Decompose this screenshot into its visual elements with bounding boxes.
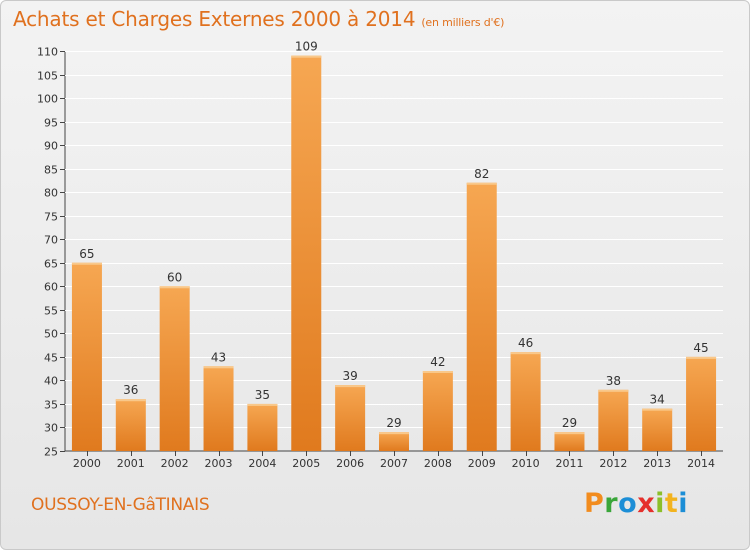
y-axis-ticks: 25 30 35 40 45 50 55 60 65 70 75 80 85 90 95 100 105 110	[37, 46, 65, 459]
bar-highlight-2010	[510, 352, 541, 355]
bar-highlight-2011	[554, 432, 585, 435]
bar-2011	[554, 432, 585, 451]
value-label-2006: 39	[342, 369, 357, 383]
y-tick-label: 80	[44, 187, 58, 200]
bar-2010	[510, 352, 541, 451]
value-label-2008: 42	[430, 355, 445, 369]
bar-highlight-2014	[686, 356, 717, 359]
y-tick-label: 90	[44, 140, 58, 153]
y-tick-label: 100	[37, 93, 58, 106]
y-tick-label: 25	[44, 446, 58, 459]
y-tick-label: 70	[44, 234, 58, 247]
bar-highlight-2002	[159, 286, 190, 289]
value-label-2004: 35	[255, 388, 270, 402]
y-tick-label: 30	[44, 422, 58, 435]
x-tick-label-2008: 2008	[424, 457, 452, 470]
x-tick-label-2010: 2010	[512, 457, 540, 470]
brand-letter: t	[664, 488, 679, 519]
bar-highlight-2005	[291, 55, 322, 58]
y-tick-label: 75	[44, 211, 58, 224]
title-text: Achats et Charges Externes 2000 à 2014	[13, 7, 416, 31]
y-tick-label: 35	[44, 399, 58, 412]
bar-highlight-2006	[335, 385, 366, 388]
value-label-2013: 34	[650, 393, 665, 407]
bar-2007	[379, 432, 409, 451]
chart-title: Achats et Charges Externes 2000 à 2014 (e…	[13, 7, 504, 31]
bar-highlight-2000	[71, 262, 102, 265]
x-tick-label-2011: 2011	[555, 457, 583, 470]
bar-2014	[686, 356, 717, 451]
value-label-2007: 29	[386, 416, 401, 430]
proxiti-logo: Proxiti	[584, 488, 688, 519]
x-tick-label-2003: 2003	[205, 457, 233, 470]
x-tick-label-2014: 2014	[687, 457, 715, 470]
x-tick-label-2004: 2004	[248, 457, 276, 470]
x-tick-label-2002: 2002	[161, 457, 189, 470]
bar-highlight-2008	[422, 371, 453, 373]
value-label-2000: 65	[79, 247, 94, 261]
x-tick-label-2006: 2006	[336, 457, 364, 470]
y-tick-label: 45	[44, 352, 58, 365]
y-tick-label: 40	[44, 375, 58, 388]
x-tick-label-2009: 2009	[468, 457, 496, 470]
value-label-2011: 29	[562, 416, 577, 430]
bar-highlight-2012	[598, 389, 629, 392]
x-tick-label-2013: 2013	[643, 457, 671, 470]
value-label-2014: 45	[693, 341, 708, 355]
value-label-2012: 38	[606, 374, 621, 388]
grid-layer	[64, 51, 723, 452]
brand-letter: r	[604, 488, 619, 519]
title-unit: (en milliers d'€)	[421, 16, 505, 29]
x-axis-ticks: 2000 2001 2002 2003 2004 2005 2006 2007 2008 2009…	[73, 451, 715, 470]
brand-letter: o	[618, 488, 638, 519]
y-tick-label: 110	[37, 46, 58, 59]
x-tick-label-2007: 2007	[380, 457, 408, 470]
bar-highlight-2009	[466, 182, 497, 185]
x-tick-label-2012: 2012	[599, 457, 627, 470]
value-label-2003: 43	[211, 350, 226, 364]
brand-letter: i	[655, 488, 665, 519]
bar-2009	[466, 182, 497, 451]
bar-2013	[642, 408, 673, 451]
bar-2002	[159, 286, 190, 451]
bar-highlight-2013	[642, 408, 673, 411]
y-tick-label: 95	[44, 117, 58, 130]
x-tick-label-2000: 2000	[73, 457, 101, 470]
bar-2001	[115, 399, 146, 451]
bar-highlight-2001	[115, 399, 146, 402]
value-label-2005: 109	[295, 40, 318, 54]
y-tick-label: 65	[44, 258, 58, 271]
brand-letter: P	[584, 488, 605, 519]
brand-letter: x	[637, 488, 656, 519]
bar-2004	[247, 403, 278, 451]
bar-2003	[203, 366, 234, 451]
x-tick-label-2005: 2005	[292, 457, 320, 470]
y-tick-label: 50	[44, 328, 58, 341]
y-tick-label: 60	[44, 281, 58, 294]
y-tick-label: 85	[44, 164, 58, 177]
commune-name: OUSSOY-EN-GâTINAIS	[31, 495, 210, 515]
bar-highlight-2007	[379, 432, 409, 435]
bar-highlight-2004	[247, 403, 278, 406]
bar-2000	[71, 262, 102, 451]
value-label-2009: 82	[474, 167, 489, 181]
bar-2012	[598, 389, 629, 451]
value-label-2002: 60	[167, 270, 182, 284]
bar-2008	[422, 371, 453, 451]
value-label-2001: 36	[123, 383, 138, 397]
y-tick-label: 105	[37, 70, 58, 83]
brand-letter: i	[678, 488, 689, 519]
bar-highlight-2003	[203, 366, 234, 369]
bar-layer	[71, 55, 717, 452]
y-tick-label: 55	[44, 305, 58, 318]
data-labels: 65 36 60 43 35 109 39 29 42 82 46 29 38 34 45	[79, 40, 708, 430]
bar-2006	[335, 385, 366, 451]
value-label-2010: 46	[518, 336, 533, 350]
bar-2005	[291, 55, 322, 452]
x-tick-label-2001: 2001	[117, 457, 145, 470]
